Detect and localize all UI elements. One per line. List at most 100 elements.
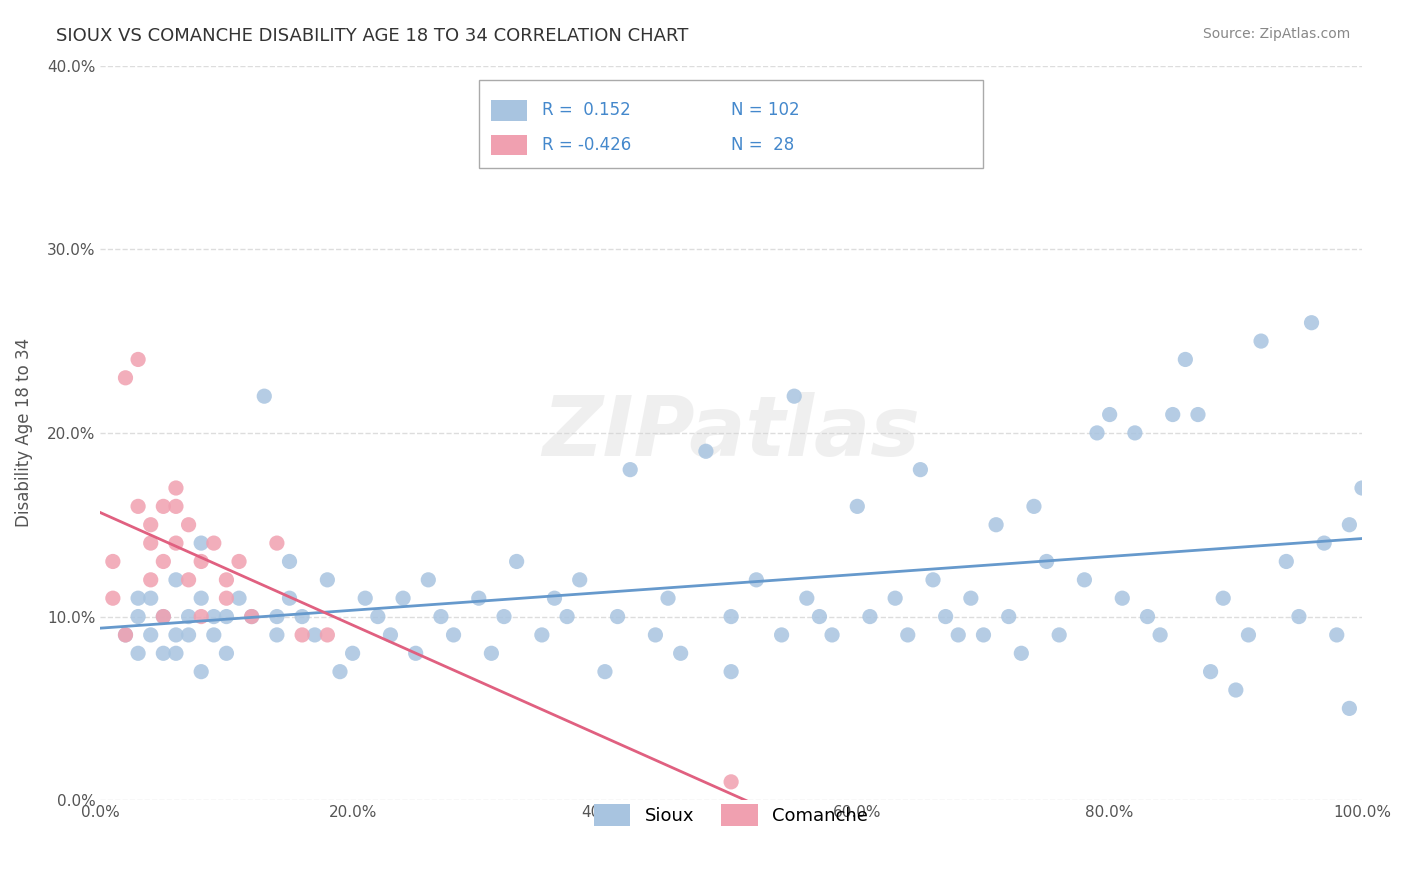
Point: [177, 628, 200, 642]
Point: [1174, 352, 1197, 367]
Point: [948, 628, 970, 642]
FancyBboxPatch shape: [479, 80, 983, 169]
Point: [190, 609, 212, 624]
Point: [291, 609, 314, 624]
Point: [720, 665, 742, 679]
Point: [202, 609, 225, 624]
Point: [354, 591, 377, 606]
Point: [984, 517, 1007, 532]
Point: [1301, 316, 1323, 330]
Point: [291, 628, 314, 642]
Point: [165, 481, 187, 495]
Point: [720, 775, 742, 789]
Point: [430, 609, 453, 624]
Point: [821, 628, 844, 642]
Point: [127, 500, 149, 514]
Point: [796, 591, 818, 606]
Point: [593, 665, 616, 679]
Point: [139, 536, 162, 550]
Point: [165, 536, 187, 550]
Point: [505, 554, 527, 568]
Point: [278, 591, 301, 606]
Text: ZIPatlas: ZIPatlas: [543, 392, 920, 474]
Point: [1339, 517, 1361, 532]
Point: [228, 591, 250, 606]
Point: [215, 609, 238, 624]
Point: [745, 573, 768, 587]
Point: [139, 591, 162, 606]
Point: [266, 609, 288, 624]
Point: [215, 591, 238, 606]
Point: [960, 591, 983, 606]
Point: [114, 371, 136, 385]
Point: [1149, 628, 1171, 642]
Point: [190, 591, 212, 606]
Point: [1187, 408, 1209, 422]
Point: [479, 646, 502, 660]
Point: [770, 628, 793, 642]
Text: R = -0.426: R = -0.426: [541, 136, 631, 154]
Point: [152, 609, 174, 624]
Point: [405, 646, 427, 660]
Point: [380, 628, 402, 642]
Point: [165, 628, 187, 642]
Point: [910, 463, 932, 477]
Point: [240, 609, 263, 624]
Point: [139, 573, 162, 587]
Point: [492, 609, 515, 624]
Point: [1161, 408, 1184, 422]
Point: [240, 609, 263, 624]
Point: [1085, 425, 1108, 440]
Point: [114, 628, 136, 642]
Text: SIOUX VS COMANCHE DISABILITY AGE 18 TO 34 CORRELATION CHART: SIOUX VS COMANCHE DISABILITY AGE 18 TO 3…: [56, 27, 689, 45]
Point: [1123, 425, 1146, 440]
Point: [1326, 628, 1348, 642]
Point: [1339, 701, 1361, 715]
Text: R =  0.152: R = 0.152: [541, 102, 631, 120]
Point: [202, 536, 225, 550]
Point: [1212, 591, 1234, 606]
Point: [127, 591, 149, 606]
Point: [202, 628, 225, 642]
Point: [152, 646, 174, 660]
Point: [1225, 683, 1247, 698]
Point: [530, 628, 553, 642]
Point: [783, 389, 806, 403]
Point: [139, 628, 162, 642]
Point: [543, 591, 565, 606]
Point: [101, 554, 124, 568]
Text: Source: ZipAtlas.com: Source: ZipAtlas.com: [1202, 27, 1350, 41]
Point: [165, 573, 187, 587]
Point: [922, 573, 945, 587]
Point: [1047, 628, 1070, 642]
Point: [152, 554, 174, 568]
Point: [1237, 628, 1260, 642]
Point: [1313, 536, 1336, 550]
Point: [808, 609, 831, 624]
Point: [266, 536, 288, 550]
Point: [1035, 554, 1057, 568]
Point: [935, 609, 957, 624]
Point: [190, 554, 212, 568]
FancyBboxPatch shape: [491, 100, 527, 120]
Point: [228, 554, 250, 568]
Point: [619, 463, 641, 477]
Point: [177, 517, 200, 532]
Text: N =  28: N = 28: [731, 136, 794, 154]
Point: [443, 628, 465, 642]
FancyBboxPatch shape: [491, 135, 527, 155]
Point: [165, 646, 187, 660]
Point: [127, 352, 149, 367]
Point: [190, 536, 212, 550]
Point: [266, 628, 288, 642]
Point: [152, 609, 174, 624]
Point: [1010, 646, 1032, 660]
Point: [139, 517, 162, 532]
Point: [418, 573, 440, 587]
Point: [555, 609, 578, 624]
Point: [316, 573, 339, 587]
Point: [644, 628, 666, 642]
Point: [1136, 609, 1159, 624]
Point: [859, 609, 882, 624]
Point: [367, 609, 389, 624]
